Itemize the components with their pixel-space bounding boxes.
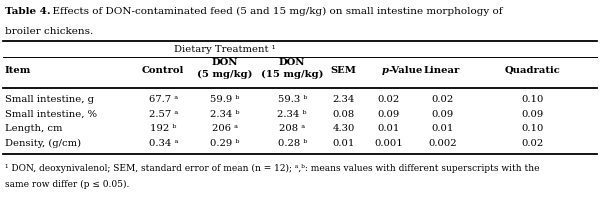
Text: p: p bbox=[382, 66, 389, 75]
Text: 0.02: 0.02 bbox=[377, 95, 400, 104]
Text: Control: Control bbox=[142, 66, 184, 75]
Text: SEM: SEM bbox=[331, 66, 357, 75]
Text: (15 mg/kg): (15 mg/kg) bbox=[261, 70, 323, 79]
Text: broiler chickens.: broiler chickens. bbox=[5, 27, 93, 35]
Text: Quadratic: Quadratic bbox=[505, 66, 560, 75]
Text: 206 ᵃ: 206 ᵃ bbox=[212, 124, 238, 133]
Text: 0.01: 0.01 bbox=[431, 124, 454, 133]
Text: 0.01: 0.01 bbox=[332, 139, 355, 148]
Text: 67.7 ᵃ: 67.7 ᵃ bbox=[149, 95, 178, 104]
Text: (5 mg/kg): (5 mg/kg) bbox=[197, 70, 253, 79]
Text: Small intestine, %: Small intestine, % bbox=[5, 110, 97, 119]
Text: 0.08: 0.08 bbox=[332, 110, 355, 119]
Text: 0.001: 0.001 bbox=[374, 139, 403, 148]
Text: -Value: -Value bbox=[389, 66, 423, 75]
Text: 59.9 ᵇ: 59.9 ᵇ bbox=[211, 95, 239, 104]
Text: 2.57 ᵃ: 2.57 ᵃ bbox=[149, 110, 178, 119]
Text: 0.10: 0.10 bbox=[521, 95, 544, 104]
Text: 0.10: 0.10 bbox=[521, 124, 544, 133]
Text: Effects of DON-contaminated feed (5 and 15 mg/kg) on small intestine morphology : Effects of DON-contaminated feed (5 and … bbox=[46, 7, 502, 16]
Text: 0.29 ᵇ: 0.29 ᵇ bbox=[211, 139, 239, 148]
Text: 2.34 ᵇ: 2.34 ᵇ bbox=[277, 110, 307, 119]
Text: Linear: Linear bbox=[424, 66, 460, 75]
Text: 0.09: 0.09 bbox=[431, 110, 454, 119]
Text: ¹ DON, deoxynivalenol; SEM, standard error of mean (n = 12); ᵃ,ᵇ: means values w: ¹ DON, deoxynivalenol; SEM, standard err… bbox=[5, 164, 539, 173]
Text: DON: DON bbox=[212, 58, 238, 67]
Text: 0.01: 0.01 bbox=[377, 124, 400, 133]
Text: 0.002: 0.002 bbox=[428, 139, 457, 148]
Text: 0.09: 0.09 bbox=[377, 110, 400, 119]
Text: 0.02: 0.02 bbox=[521, 139, 544, 148]
Text: 4.30: 4.30 bbox=[332, 124, 355, 133]
Text: DON: DON bbox=[279, 58, 305, 67]
Text: 208 ᵃ: 208 ᵃ bbox=[279, 124, 305, 133]
Text: same row differ (p ≤ 0.05).: same row differ (p ≤ 0.05). bbox=[5, 180, 129, 189]
Text: Dietary Treatment ¹: Dietary Treatment ¹ bbox=[174, 45, 276, 54]
Text: 0.09: 0.09 bbox=[521, 110, 544, 119]
Text: 0.02: 0.02 bbox=[431, 95, 454, 104]
Text: Table 4.: Table 4. bbox=[5, 7, 50, 16]
Text: 2.34 ᵇ: 2.34 ᵇ bbox=[210, 110, 240, 119]
Text: 192 ᵇ: 192 ᵇ bbox=[150, 124, 176, 133]
Text: Small intestine, g: Small intestine, g bbox=[5, 95, 94, 104]
Text: 0.34 ᵃ: 0.34 ᵃ bbox=[149, 139, 178, 148]
Text: Density, (g/cm): Density, (g/cm) bbox=[5, 139, 81, 148]
Text: 0.28 ᵇ: 0.28 ᵇ bbox=[278, 139, 307, 148]
Text: 2.34: 2.34 bbox=[332, 95, 355, 104]
Text: 59.3 ᵇ: 59.3 ᵇ bbox=[278, 95, 307, 104]
Text: Item: Item bbox=[5, 66, 31, 75]
Text: Length, cm: Length, cm bbox=[5, 124, 62, 133]
